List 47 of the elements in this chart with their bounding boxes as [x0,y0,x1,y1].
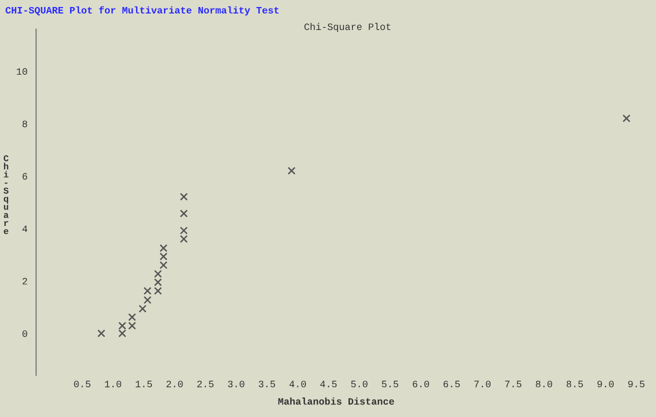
text: Chi-Square [4,155,9,234]
point [180,226,188,235]
x-tick-label: 5.5 [382,380,398,388]
point [144,296,152,304]
x-tick-label: 3.5 [258,380,276,388]
point [118,329,126,338]
chart-subtitle: Chi-Square Plot [304,22,390,32]
x-axis-title: Mahalanobis Distance [278,398,394,405]
point [160,252,168,260]
x-tick-label: 4.5 [320,380,337,388]
x-tick-label: 9.0 [597,380,614,388]
x-tick-label: 7.0 [474,380,491,388]
point [154,278,162,286]
x-tick-label: 9.5 [628,380,644,388]
chart-title: CHI-SQUARE Plot for Multivariate Normality Test [6,6,279,16]
point [138,304,147,313]
x-tick-label: 1.5 [136,380,152,388]
point [144,286,152,295]
point [154,270,162,278]
y-tick-label: 2 [22,278,28,284]
x-tick-label: 8.0 [536,380,552,388]
y-tick-label: 10 [16,68,28,75]
point [160,244,168,252]
x-tick-label: 2.0 [166,380,183,388]
point [97,329,106,338]
point [180,235,188,243]
point [180,192,188,201]
x-tick-label: 6.0 [412,380,429,388]
point [288,166,296,175]
y-tick-label: 0 [22,330,28,337]
point [622,114,630,122]
y-tick-label: 4 [22,226,28,232]
x-tick-label: 0.5 [74,380,90,388]
point [160,261,168,270]
y-tick-label: 8 [22,120,28,128]
x-tick-label: 1.0 [104,380,122,388]
x-tick-label: 3.0 [228,380,244,388]
x-tick-label: 6.5 [444,380,460,388]
x-tick-label: 8.5 [566,380,583,388]
x-tick-label: 5.0 [351,380,368,388]
x-tick-label: 7.5 [505,380,522,388]
y-tick-label: 6 [22,173,28,180]
point [180,210,188,218]
point [128,313,136,322]
point [154,286,162,295]
x-tick-label: 2.5 [197,380,214,388]
x-tick-label: 4.0 [289,380,306,388]
